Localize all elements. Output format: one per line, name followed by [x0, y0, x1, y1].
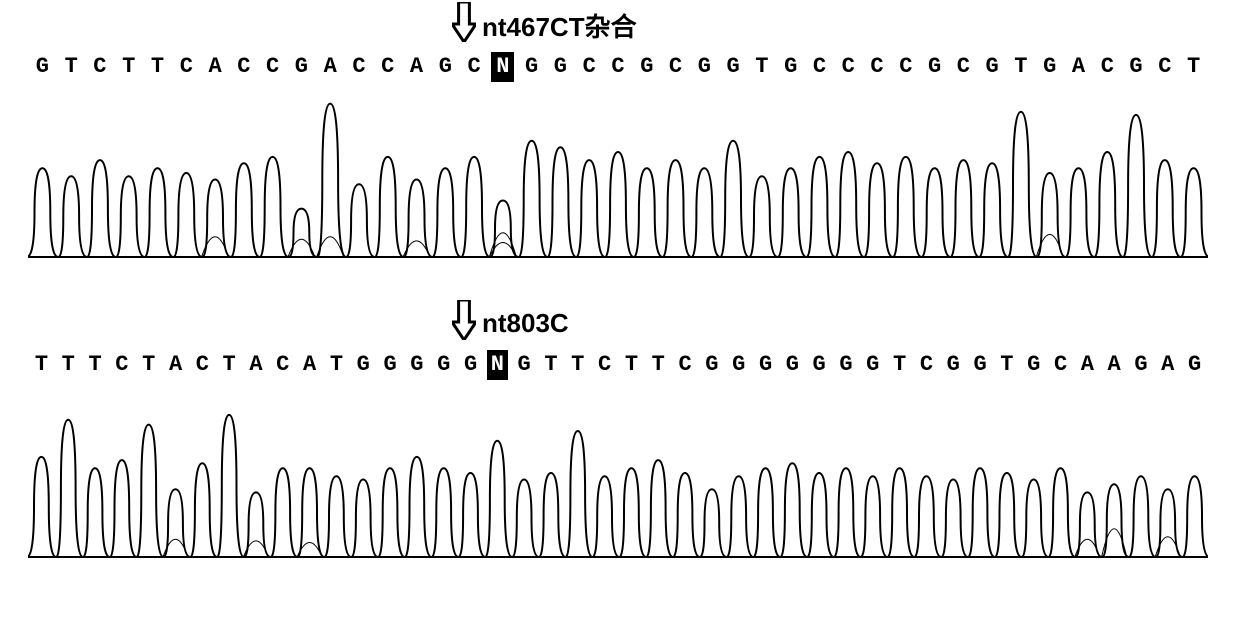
- sequence-base: N: [487, 350, 509, 380]
- sequence-base: T: [621, 350, 643, 380]
- sequence-base: T: [58, 350, 80, 380]
- sequence-base: T: [648, 350, 670, 380]
- sequence-base: G: [835, 350, 857, 380]
- sequence-base: A: [1067, 52, 1090, 82]
- sequence-base: C: [607, 52, 630, 82]
- sequence-base: C: [837, 52, 860, 82]
- sequence-base: C: [894, 52, 917, 82]
- sequence-base: G: [433, 350, 455, 380]
- sequence-base: G: [353, 350, 375, 380]
- sequence-base: N: [491, 52, 514, 82]
- sequence-base: T: [218, 350, 240, 380]
- sequence-base: G: [693, 52, 716, 82]
- sequence-base: C: [376, 52, 399, 82]
- sequence-base: G: [406, 350, 428, 380]
- sequence-base: C: [952, 52, 975, 82]
- sequence-base: C: [111, 350, 133, 380]
- down-arrow-icon: [452, 300, 476, 347]
- sequence-base: C: [88, 52, 111, 82]
- sequence-base: T: [996, 350, 1018, 380]
- sequence-base: G: [549, 52, 572, 82]
- sequence-base: A: [245, 350, 267, 380]
- sequence-base: G: [862, 350, 884, 380]
- sequence-base: T: [889, 350, 911, 380]
- sequence-base: C: [272, 350, 294, 380]
- panel2-annotation: nt803C: [452, 300, 569, 347]
- sequence-base: C: [1153, 52, 1176, 82]
- sequence-base: T: [1009, 52, 1032, 82]
- panel2-chromatogram: [28, 390, 1208, 560]
- sequence-base: A: [1077, 350, 1099, 380]
- sequence-base: C: [261, 52, 284, 82]
- panel2-annotation-label: nt803C: [482, 308, 569, 339]
- sequence-base: G: [1125, 52, 1148, 82]
- sequence-base: C: [463, 52, 486, 82]
- figure-root: nt467CT杂合GTCTTCACCGACCAGCNGGCCGCGGTGCCCC…: [0, 0, 1239, 640]
- sequence-base: C: [664, 52, 687, 82]
- sequence-base: G: [434, 52, 457, 82]
- sequence-base: A: [405, 52, 428, 82]
- sequence-base: A: [1103, 350, 1125, 380]
- sequence-base: A: [319, 52, 342, 82]
- sequence-base: G: [635, 52, 658, 82]
- sequence-base: G: [808, 350, 830, 380]
- sequence-base: T: [540, 350, 562, 380]
- panel1-annotation: nt467CT杂合: [452, 2, 637, 49]
- sequence-base: T: [750, 52, 773, 82]
- down-arrow-icon: [452, 2, 476, 49]
- sequence-base: T: [117, 52, 140, 82]
- sequence-base: A: [299, 350, 321, 380]
- sequence-base: G: [782, 350, 804, 380]
- sequence-base: T: [138, 350, 160, 380]
- sequence-base: G: [722, 52, 745, 82]
- panel1-chromatogram: [28, 90, 1208, 260]
- sequence-base: C: [916, 350, 938, 380]
- sequence-base: A: [1157, 350, 1179, 380]
- sequence-base: G: [943, 350, 965, 380]
- panel1-annotation-label: nt467CT杂合: [482, 7, 637, 44]
- sequence-base: G: [520, 52, 543, 82]
- sequence-base: G: [1184, 350, 1206, 380]
- chromatogram-trace: [28, 415, 1208, 557]
- sequence-base: G: [981, 52, 1004, 82]
- sequence-base: C: [232, 52, 255, 82]
- sequence-base: T: [567, 350, 589, 380]
- sequence-base: C: [192, 350, 214, 380]
- panel1-sequence-row: GTCTTCACCGACCAGCNGGCCGCGGTGCCCCGCGTGACGC…: [28, 52, 1208, 82]
- sequence-base: G: [701, 350, 723, 380]
- sequence-base: C: [808, 52, 831, 82]
- sequence-base: C: [594, 350, 616, 380]
- chromatogram-trace: [28, 104, 1208, 257]
- sequence-base: G: [460, 350, 482, 380]
- sequence-base: G: [1130, 350, 1152, 380]
- sequence-base: T: [84, 350, 106, 380]
- sequence-base: C: [866, 52, 889, 82]
- sequence-base: G: [1023, 350, 1045, 380]
- panel2-sequence-row: TTTCTACTACATGGGGGNGTTCTTCGGGGGGGTCGGTGCA…: [28, 350, 1208, 380]
- sequence-base: G: [923, 52, 946, 82]
- sequence-base: A: [204, 52, 227, 82]
- sequence-base: G: [728, 350, 750, 380]
- sequence-base: G: [290, 52, 313, 82]
- sequence-base: G: [969, 350, 991, 380]
- sequence-base: A: [165, 350, 187, 380]
- sequence-base: C: [1096, 52, 1119, 82]
- sequence-base: T: [326, 350, 348, 380]
- sequence-base: T: [31, 350, 53, 380]
- sequence-base: C: [175, 52, 198, 82]
- sequence-base: C: [578, 52, 601, 82]
- sequence-base: G: [1038, 52, 1061, 82]
- sequence-base: C: [674, 350, 696, 380]
- sequence-base: C: [348, 52, 371, 82]
- sequence-base: T: [146, 52, 169, 82]
- sequence-base: G: [755, 350, 777, 380]
- sequence-base: C: [1050, 350, 1072, 380]
- sequence-base: T: [60, 52, 83, 82]
- sequence-base: G: [379, 350, 401, 380]
- sequence-base: G: [31, 52, 54, 82]
- sequence-base: G: [779, 52, 802, 82]
- sequence-base: T: [1182, 52, 1205, 82]
- sequence-base: G: [513, 350, 535, 380]
